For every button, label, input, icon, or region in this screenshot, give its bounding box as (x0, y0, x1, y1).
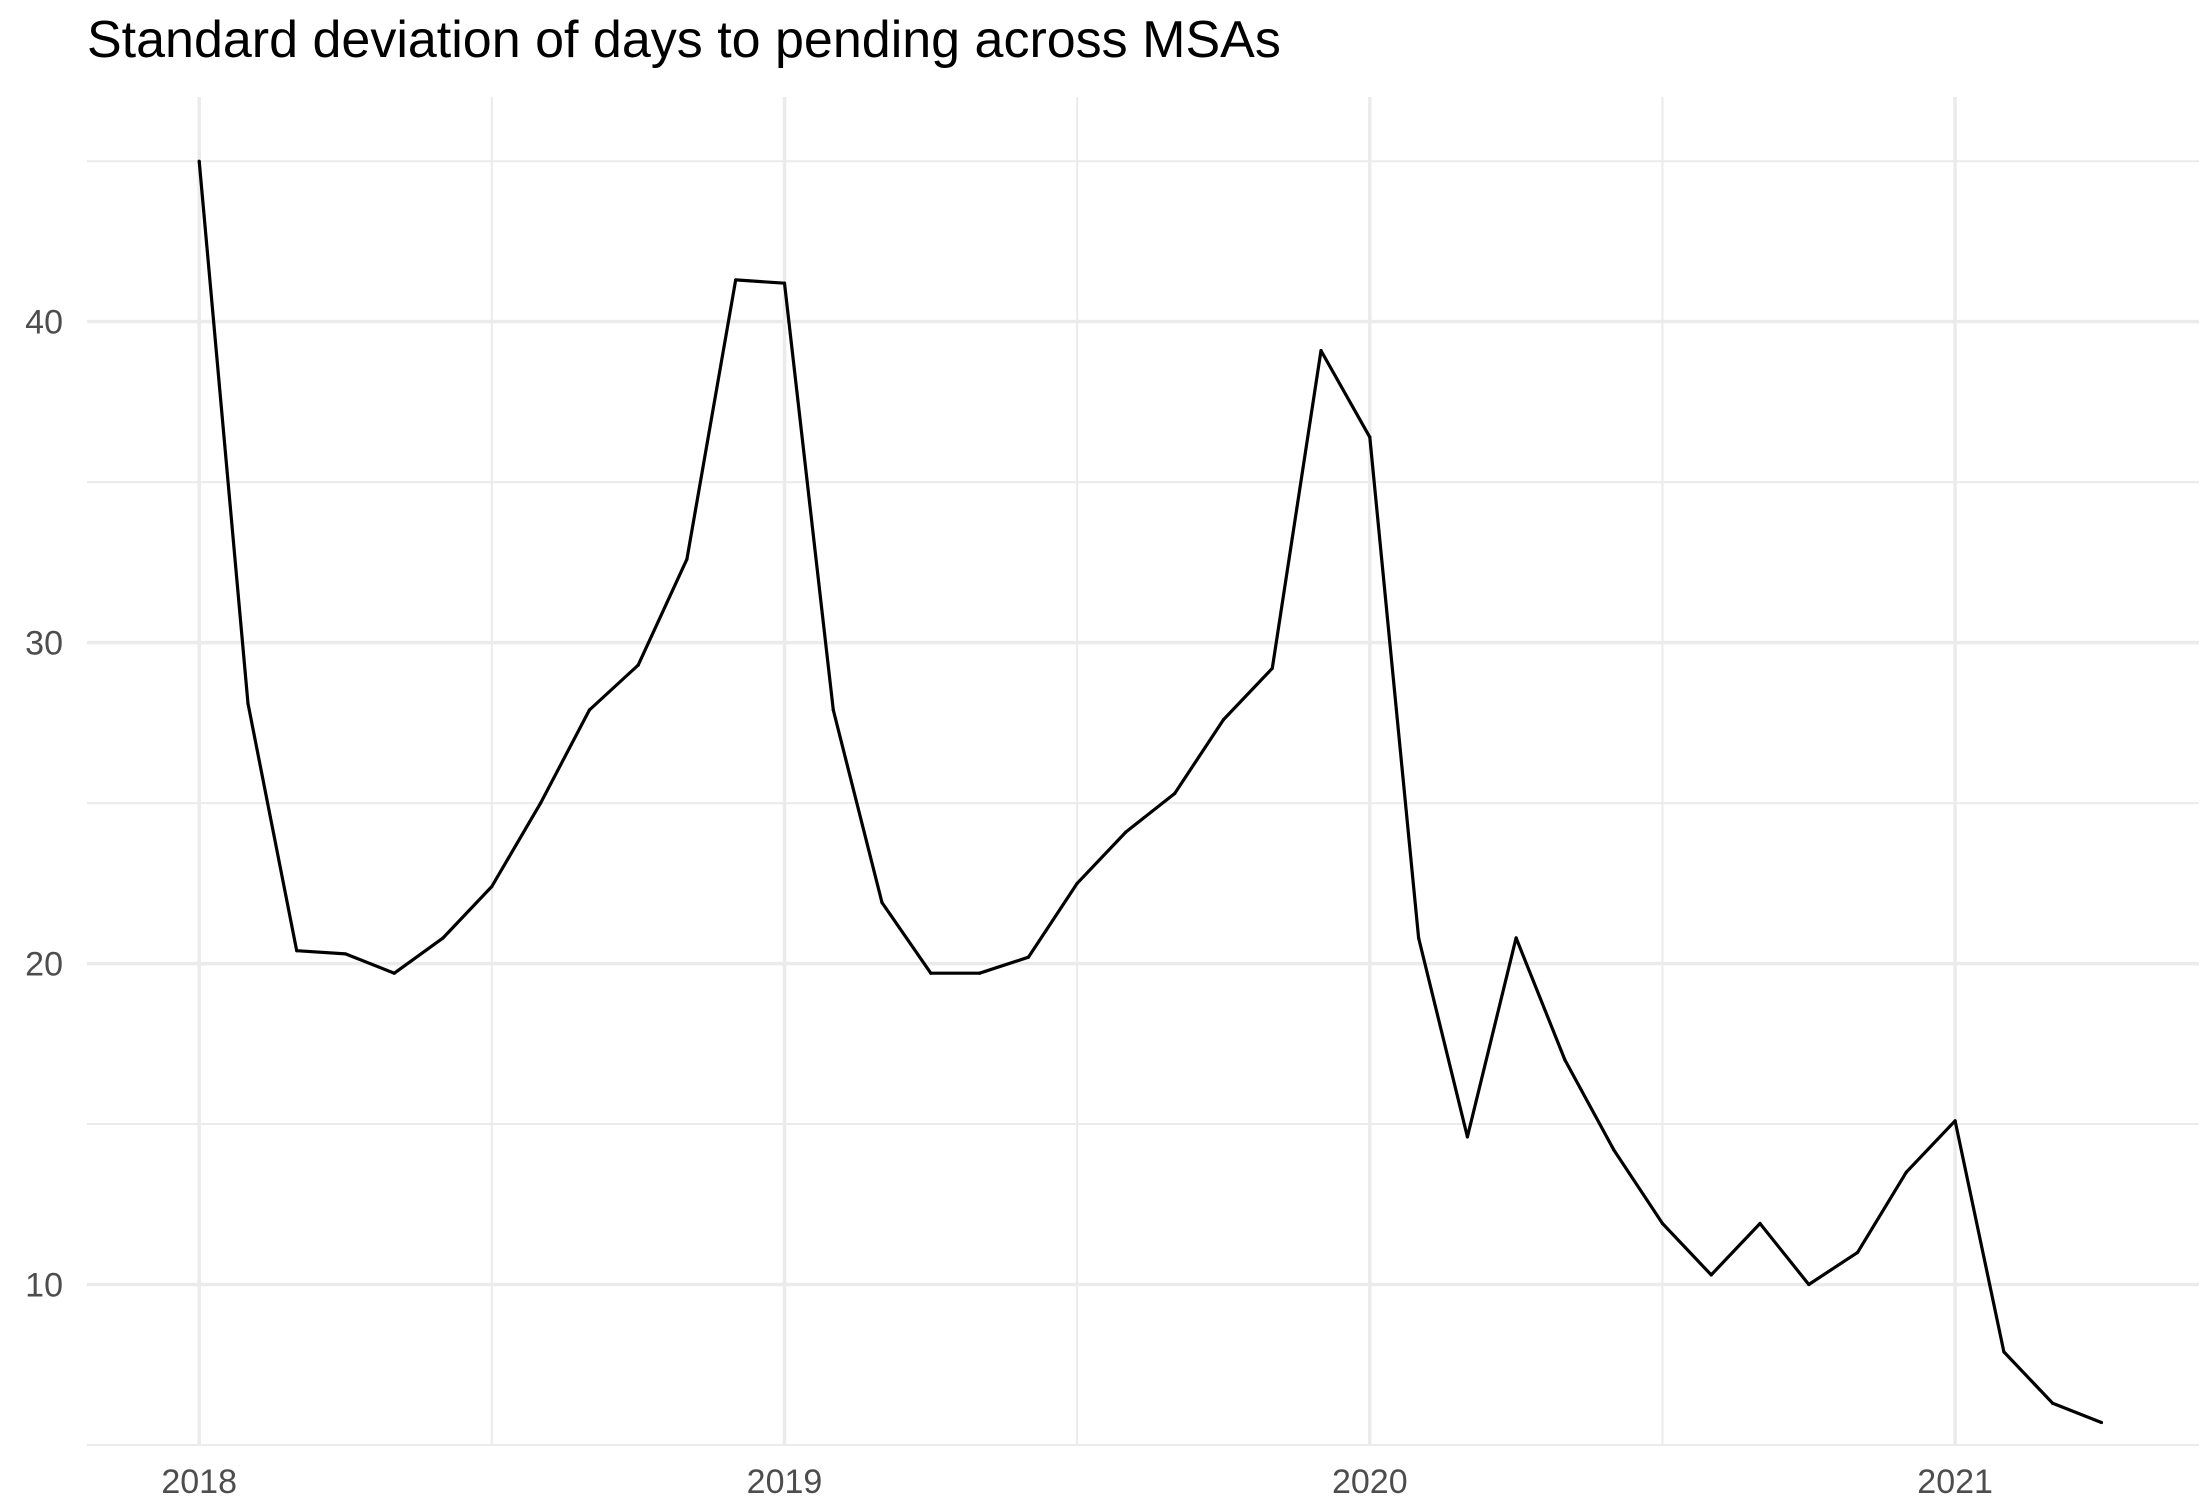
data-point (490, 884, 494, 889)
data-point (1855, 1250, 1860, 1255)
data-point (1563, 1058, 1567, 1062)
data-point (1612, 1148, 1616, 1152)
data-point (734, 278, 738, 282)
data-point (978, 971, 982, 975)
data-point (2099, 1420, 2104, 1425)
data-point (1270, 666, 1274, 670)
data-point (782, 281, 787, 285)
data-point (1758, 1221, 1762, 1226)
x-tick-label: 2018 (161, 1463, 237, 1501)
data-point (197, 159, 201, 163)
data-point (343, 952, 348, 956)
data-point (636, 663, 640, 667)
data-point (1807, 1282, 1811, 1287)
x-tick-label: 2019 (747, 1463, 823, 1501)
data-point (246, 702, 250, 706)
data-point (2051, 1401, 2055, 1405)
data-point (1904, 1170, 1908, 1174)
y-axis: 10 20 30 40 (25, 304, 63, 1305)
x-tick-label: 2021 (1917, 1463, 1993, 1501)
data-point (1514, 936, 1518, 940)
data-point (2002, 1350, 2006, 1354)
data-point (1221, 718, 1226, 722)
data-point (831, 708, 835, 712)
data-point (1124, 830, 1128, 834)
data-point (1026, 955, 1030, 959)
data-point (880, 900, 884, 905)
data-point (685, 557, 689, 561)
data-point (539, 801, 543, 805)
data-point (1465, 1135, 1469, 1139)
data-point (1416, 936, 1421, 940)
x-tick-label: 2020 (1332, 1463, 1408, 1501)
y-tick-label: 40 (25, 304, 63, 342)
minor-gridlines (87, 97, 2199, 1446)
data-point (1709, 1273, 1713, 1277)
y-tick-label: 30 (25, 625, 63, 663)
data-point (587, 708, 591, 712)
data-point (1319, 348, 1323, 353)
data-point (295, 949, 299, 953)
data-point (1075, 881, 1079, 885)
y-tick-label: 10 (25, 1267, 63, 1305)
data-point (929, 971, 933, 975)
series-line (197, 161, 2102, 1424)
data-point (392, 971, 396, 975)
data-point (441, 936, 445, 940)
data-point (1660, 1221, 1665, 1226)
major-gridlines (87, 97, 2199, 1445)
data-point (1173, 791, 1177, 796)
data-point (1368, 435, 1372, 439)
y-tick-label: 20 (25, 946, 63, 984)
data-point (1953, 1119, 1957, 1123)
x-axis: 2018 2019 2020 2021 (161, 1463, 1993, 1501)
chart-title: Standard deviation of days to pending ac… (87, 11, 1281, 69)
data-series (197, 159, 2104, 1425)
